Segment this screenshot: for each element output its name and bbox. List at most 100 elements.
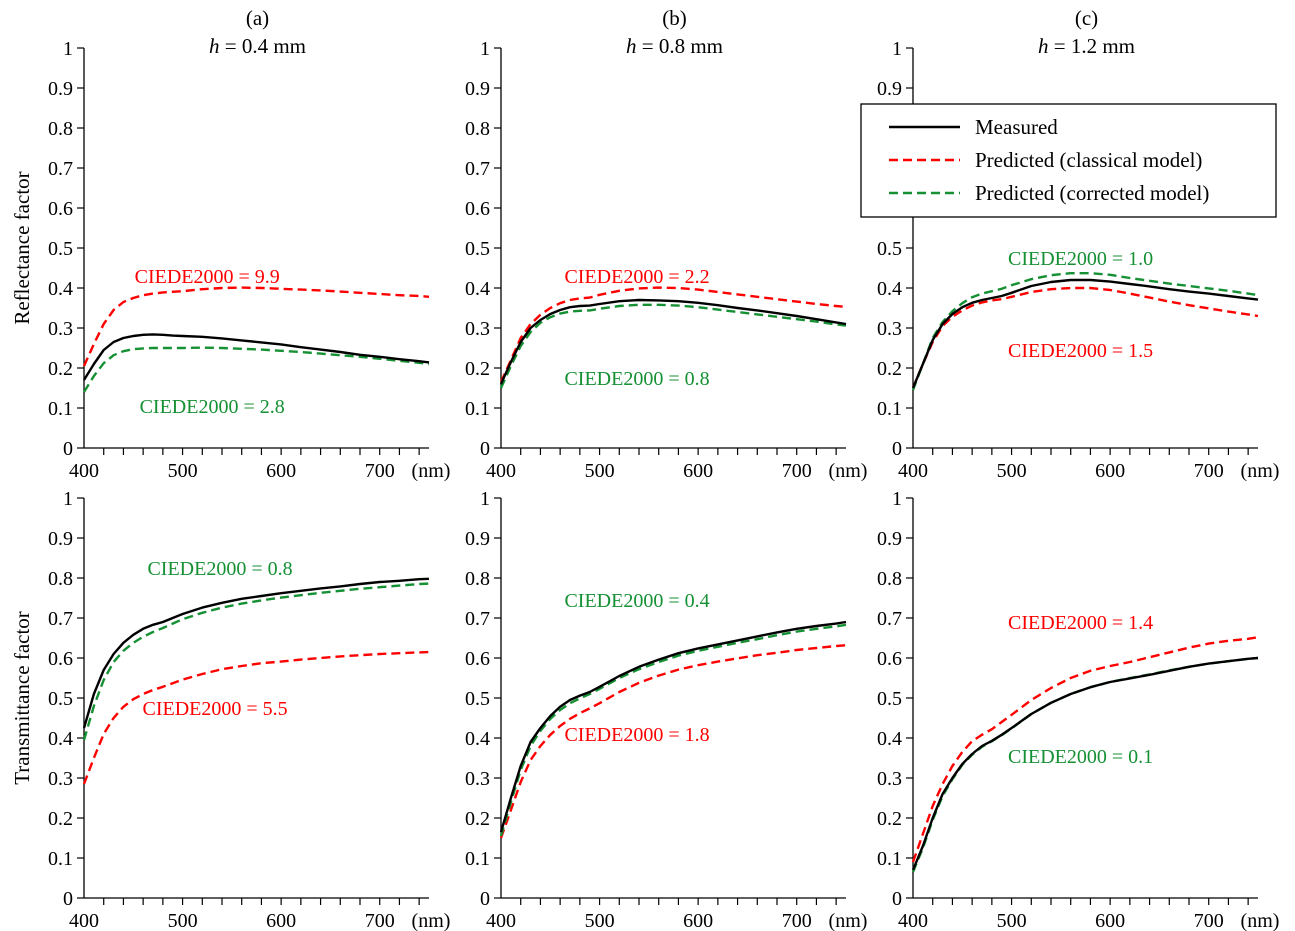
panel-reflectance-3: 00.10.20.30.40.50.60.70.80.9140050060070… — [877, 6, 1279, 482]
series-measured — [499, 298, 847, 385]
x-unit-label: (nm) — [412, 910, 451, 931]
y-tick-label: 0 — [63, 438, 73, 460]
y-tick-label: 0.6 — [465, 648, 490, 670]
y-tick-label: 0.4 — [465, 278, 490, 300]
y-tick-label: 0.8 — [48, 568, 73, 590]
x-tick-label: 500 — [585, 460, 615, 482]
y-tick-label: 0.6 — [877, 648, 902, 670]
annotation-corrected: CIEDE2000 = 1.0 — [1008, 248, 1153, 270]
panel-reflectance-1: 0 0.1 0.2 0.3 0.4 0.5 0.6 0.7 0.8 0.9 1 400 500 600 70… — [48, 6, 450, 482]
x-tick-label: 700 — [1194, 460, 1224, 482]
x-unit-label: (nm) — [829, 910, 868, 931]
x-tick-label: 400 — [898, 460, 928, 482]
y-tick-label: 0.3 — [465, 768, 490, 790]
series-measured — [499, 620, 847, 833]
y-tick-label: 0.7 — [877, 608, 902, 630]
y-tick-label: 0.8 — [465, 118, 490, 140]
y-tick-label: 0 — [63, 888, 73, 910]
y-tick-label: 0 — [892, 888, 902, 910]
panel-reflectance-2: 0 0.1 0.2 0.3 0.4 0.5 0.6 0.7 0.8 0.9 1 400 500 600 70… — [465, 6, 867, 482]
x-tick-label: 600 — [266, 910, 296, 931]
y-tick-label: 0.2 — [48, 808, 73, 830]
y-tick-label: 0.3 — [48, 318, 73, 340]
x-tick-label: 400 — [69, 460, 99, 482]
y-tick-label: 0.1 — [465, 848, 490, 870]
panel-label: (a) — [246, 6, 269, 30]
panel-transmittance-2: 0 0.1 0.2 0.3 0.4 0.5 0.6 0.7 0.8 0.9 1 400 500 600 70… — [465, 488, 867, 931]
y-tick-label: 0 — [480, 888, 490, 910]
annotation-classical: CIEDE2000 = 9.9 — [135, 266, 280, 288]
y-tick-label: 0.1 — [48, 848, 73, 870]
y-tick-label: 1 — [892, 38, 902, 60]
x-tick-label: 500 — [585, 910, 615, 931]
x-tick-label: 600 — [266, 460, 296, 482]
legend-label-corrected: Predicted (corrected model) — [975, 181, 1209, 205]
y-tick-label: 0 — [892, 438, 902, 460]
annotation-classical: CIEDE2000 = 5.5 — [143, 698, 288, 720]
y-tick-label: 0.1 — [877, 848, 902, 870]
series-classical — [82, 286, 430, 367]
annotation-classical: CIEDE2000 = 1.5 — [1008, 340, 1153, 362]
y-tick-label: 0.5 — [48, 688, 73, 710]
series-measured — [911, 656, 1259, 871]
series-classical — [911, 286, 1259, 389]
y-tick-label: 0.7 — [48, 158, 73, 180]
y-tick-label: 0.3 — [877, 318, 902, 340]
y-tick-label: 0.3 — [48, 768, 73, 790]
y-tick-label: 0.7 — [48, 608, 73, 630]
y-tick-label: 0.2 — [48, 358, 73, 380]
x-tick-label: 500 — [168, 460, 198, 482]
annotation-classical: CIEDE2000 = 2.2 — [564, 266, 709, 288]
y-tick-label: 1 — [892, 488, 902, 510]
y-tick-label: 0.5 — [877, 688, 902, 710]
x-tick-label: 700 — [782, 460, 812, 482]
y-tick-label: 1 — [480, 488, 490, 510]
x-unit-label: (nm) — [412, 460, 451, 482]
legend-label-measured: Measured — [975, 115, 1058, 139]
annotation-corrected: CIEDE2000 = 0.8 — [564, 368, 709, 390]
y-tick-label: 0.9 — [48, 78, 73, 100]
y-tick-label: 1 — [480, 38, 490, 60]
x-tick-label: 600 — [683, 460, 713, 482]
y-tick-label: 0.9 — [877, 528, 902, 550]
annotation-corrected: CIEDE2000 = 0.1 — [1008, 746, 1153, 768]
y-tick-label: 0.1 — [48, 398, 73, 420]
x-tick-label: 400 — [69, 910, 99, 931]
y-tick-label: 0.2 — [465, 358, 490, 380]
y-tick-label: 1 — [63, 488, 73, 510]
y-tick-label: 0.2 — [877, 358, 902, 380]
y-tick-label: 0.5 — [465, 238, 490, 260]
y-tick-label: 0.7 — [465, 158, 490, 180]
x-tick-label: 400 — [898, 910, 928, 931]
y-tick-label: 0.1 — [877, 398, 902, 420]
series-classical — [911, 636, 1259, 863]
y-tick-label: 0.4 — [48, 728, 73, 750]
x-unit-label: (nm) — [829, 460, 868, 482]
y-tick-label: 0.9 — [48, 528, 73, 550]
panel-transmittance-1: 0 0.1 0.2 0.3 0.4 0.5 0.6 0.7 0.8 0.9 1 400 500 600 70… — [48, 488, 450, 931]
y-tick-label: 0.2 — [877, 808, 902, 830]
series-classical — [499, 286, 847, 383]
y-tick-label: 0.5 — [465, 688, 490, 710]
y-tick-label: 1 — [63, 38, 73, 60]
series-classical — [82, 650, 430, 785]
panel-subtitle: h = 0.8 mm — [626, 34, 723, 58]
legend-label-classical: Predicted (classical model) — [975, 148, 1202, 172]
x-unit-label: (nm) — [1241, 910, 1280, 931]
panel-transmittance-3: 0 0.1 0.2 0.3 0.4 0.5 0.6 0.7 0.8 0.9 1 400 500 600 70… — [877, 488, 1279, 931]
y-tick-label: 0.4 — [877, 728, 902, 750]
x-tick-label: 700 — [365, 460, 395, 482]
x-tick-label: 400 — [486, 460, 516, 482]
y-tick-label: 0.2 — [465, 808, 490, 830]
x-tick-label: 700 — [365, 910, 395, 931]
legend-box — [860, 103, 1277, 218]
y-tick-label: 0.5 — [48, 238, 73, 260]
y-tick-label: 0.5 — [877, 238, 902, 260]
panel-subtitle: h = 1.2 mm — [1038, 34, 1135, 58]
y-tick-label: 0.7 — [465, 608, 490, 630]
y-axis-label-transmittance: Transmittance factor — [10, 611, 34, 785]
x-tick-label: 500 — [168, 910, 198, 931]
x-unit-label: (nm) — [1241, 460, 1280, 482]
x-tick-label: 600 — [683, 910, 713, 931]
